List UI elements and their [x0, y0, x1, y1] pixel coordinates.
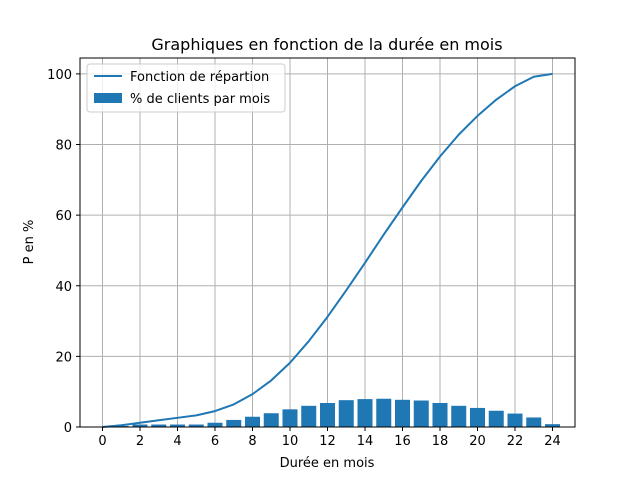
bar: [357, 399, 373, 427]
bar: [263, 413, 279, 427]
y-axis-label: P en %: [22, 220, 37, 265]
bar: [545, 424, 560, 427]
legend-bar-swatch: [94, 93, 122, 103]
bar: [395, 399, 410, 427]
legend-label-line: Fonction de répartion: [130, 70, 269, 85]
bar: [488, 410, 504, 427]
x-tick-label: 20: [469, 434, 486, 449]
chart-title: Graphiques en fonction de la durée en mo…: [151, 35, 502, 54]
x-tick-label: 14: [357, 434, 374, 449]
x-tick-label: 0: [98, 434, 106, 449]
bar: [301, 405, 317, 427]
y-axis: 0 20 40 60 80 100: [47, 68, 80, 436]
y-tick-label: 60: [55, 209, 72, 224]
x-tick-label: 10: [282, 434, 299, 449]
bar: [226, 419, 242, 427]
x-tick-label: 4: [173, 434, 181, 449]
bar: [470, 407, 485, 427]
x-tick-label: 12: [319, 434, 336, 449]
legend-box: [86, 63, 286, 113]
bar: [413, 400, 429, 427]
x-tick-label: 6: [211, 434, 219, 449]
bar: [376, 398, 392, 427]
y-tick-label: 100: [47, 68, 72, 83]
y-tick-label: 0: [64, 421, 72, 436]
y-tick-label: 20: [55, 350, 72, 365]
bar: [188, 424, 204, 427]
bar: [526, 417, 542, 427]
bar-series: [113, 398, 560, 427]
bar: [282, 409, 298, 427]
x-tick-label: 16: [394, 434, 411, 449]
x-tick-label: 2: [136, 434, 144, 449]
x-tick-label: 18: [432, 434, 449, 449]
y-tick-label: 80: [55, 139, 72, 154]
bar: [432, 402, 448, 427]
x-tick-label: 22: [507, 434, 524, 449]
bar: [451, 405, 467, 427]
x-tick-label: 8: [248, 434, 256, 449]
x-axis: 0 2 4 6 8 10 12 14 16 18 20 22 24: [98, 427, 561, 449]
line-series: [102, 72, 553, 428]
bar: [507, 413, 523, 427]
x-tick-label: 24: [544, 434, 561, 449]
bar: [170, 424, 185, 427]
bar: [132, 424, 148, 427]
x-axis-label: Durée en mois: [280, 456, 375, 471]
bar: [207, 422, 223, 427]
legend: Fonction de répartion % de clients par m…: [86, 63, 286, 113]
legend-label-bars: % de clients par mois: [130, 92, 270, 107]
y-tick-label: 40: [55, 280, 72, 295]
bar: [245, 416, 260, 427]
bar: [338, 400, 354, 427]
bar: [113, 425, 129, 427]
cdf-line: [102, 72, 553, 428]
bar: [151, 424, 167, 427]
bar: [320, 402, 335, 427]
